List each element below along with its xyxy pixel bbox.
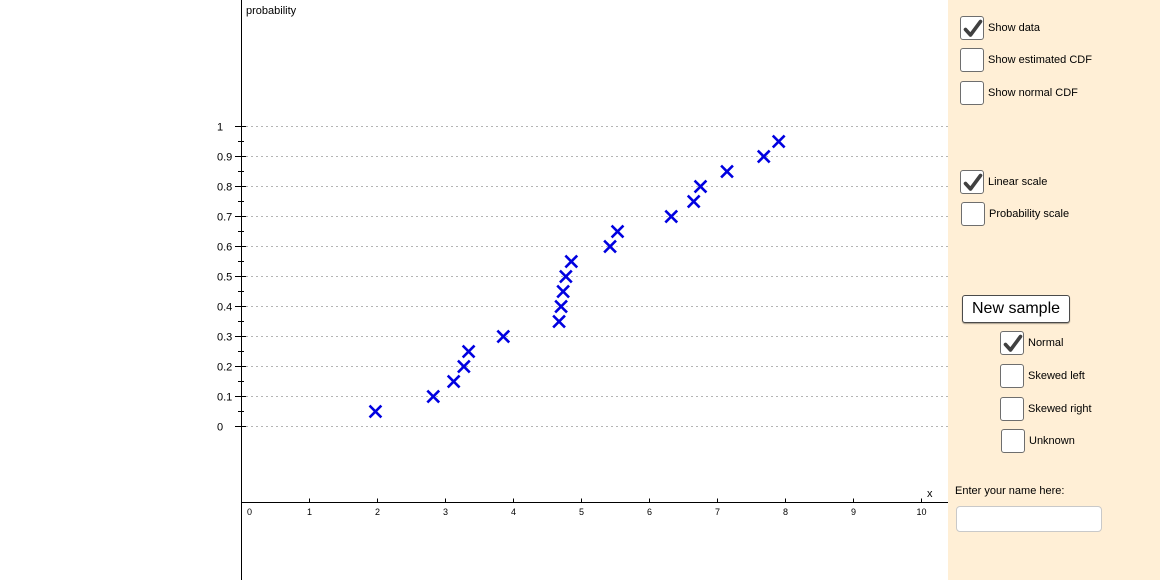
data-point — [368, 404, 383, 419]
x-tick-label: 2 — [375, 507, 380, 517]
data-point — [426, 389, 441, 404]
y-tick-label: 0.7 — [217, 212, 232, 224]
y-tick-label: 0.6 — [217, 242, 232, 254]
y-tick-label: 0.1 — [217, 392, 232, 404]
x-tick-label: 0 — [247, 507, 252, 517]
normal-label: Normal — [1028, 337, 1064, 349]
data-point — [552, 314, 566, 329]
skewed-left-row[interactable]: Skewed left — [1000, 364, 1085, 388]
y-tick-label: 0.4 — [217, 302, 232, 314]
data-point — [559, 269, 573, 284]
x-tick-label: 5 — [579, 507, 584, 517]
data-point — [457, 359, 471, 374]
linear-scale-label: Linear scale — [988, 176, 1048, 188]
y-tick-label: 0.8 — [217, 182, 232, 194]
checkmark-icon — [963, 173, 983, 191]
show-estimated-cdf-label: Show estimated CDF — [988, 54, 1092, 66]
data-point — [610, 224, 625, 239]
unknown-label: Unknown — [1029, 435, 1075, 447]
show-data-row[interactable]: Show data — [960, 16, 1040, 40]
data-point — [693, 179, 708, 194]
data-point — [556, 284, 570, 299]
graph-view[interactable]: 0 0.1 0.2 0.3 0.4 0.5 0.6 0.7 0.8 0.9 1 0 1 2 3 4 5 6 7 8 9 1… — [0, 0, 948, 580]
data-point — [461, 344, 476, 359]
data-point — [686, 194, 701, 209]
linear-scale-row[interactable]: Linear scale — [960, 170, 1047, 194]
data-point — [720, 164, 734, 179]
y-tick-label: 0.3 — [217, 332, 232, 344]
control-panel: Show data Show estimated CDF Show normal… — [948, 0, 1160, 580]
new-sample-button[interactable]: New sample — [962, 295, 1070, 323]
skewed-left-label: Skewed left — [1028, 370, 1085, 382]
show-normal-cdf-checkbox[interactable] — [960, 81, 984, 105]
x-tick-label: 6 — [647, 507, 652, 517]
x-tick-label: 4 — [511, 507, 516, 517]
data-point — [496, 329, 511, 344]
probability-scale-checkbox[interactable] — [961, 202, 985, 226]
linear-scale-checkbox[interactable] — [960, 170, 984, 194]
checkmark-icon — [1003, 334, 1023, 352]
show-data-label: Show data — [988, 22, 1040, 34]
data-point — [603, 239, 617, 254]
show-estimated-cdf-checkbox[interactable] — [960, 48, 984, 72]
unknown-checkbox[interactable] — [1001, 429, 1025, 453]
x-tick-label: 3 — [443, 507, 448, 517]
y-tick-label: 0.2 — [217, 362, 232, 374]
data-point — [446, 374, 461, 389]
show-normal-cdf-label: Show normal CDF — [988, 87, 1078, 99]
data-point — [771, 134, 786, 149]
show-estimated-cdf-row[interactable]: Show estimated CDF — [960, 48, 1092, 72]
y-tick-label: 0 — [217, 422, 223, 434]
x-axis-title: x — [927, 488, 933, 500]
data-point — [564, 254, 579, 269]
data-point — [554, 299, 568, 314]
x-tick-label: 8 — [783, 507, 788, 517]
normal-row[interactable]: Normal — [1000, 331, 1063, 355]
y-tick-label: 0.5 — [217, 272, 232, 284]
show-normal-cdf-row[interactable]: Show normal CDF — [960, 81, 1078, 105]
skewed-right-checkbox[interactable] — [1000, 397, 1024, 421]
y-tick-label: 1 — [217, 122, 223, 134]
y-tick-label: 0.9 — [217, 152, 232, 164]
scatter-plot[interactable]: 00.10.20.30.40.50.60.70.80.910 1 2 3 4 5 6 7 8 9 1… — [0, 0, 948, 580]
probability-scale-row[interactable]: Probability scale — [961, 202, 1069, 226]
x-tick-label: 10 — [916, 507, 926, 517]
skewed-right-label: Skewed right — [1028, 403, 1092, 415]
x-tick-label: 7 — [715, 507, 720, 517]
checkmark-icon — [963, 19, 983, 37]
name-input[interactable] — [956, 506, 1102, 532]
skewed-left-checkbox[interactable] — [1000, 364, 1024, 388]
data-point — [756, 149, 771, 164]
normal-checkbox[interactable] — [1000, 331, 1024, 355]
x-tick-label: 9 — [851, 507, 856, 517]
x-tick-label: 1 — [307, 507, 312, 517]
unknown-row[interactable]: Unknown — [1001, 429, 1075, 453]
probability-scale-label: Probability scale — [989, 208, 1070, 220]
y-axis-title: probability — [246, 5, 297, 17]
show-data-checkbox[interactable] — [960, 16, 984, 40]
skewed-right-row[interactable]: Skewed right — [1000, 397, 1092, 421]
data-point — [664, 209, 679, 224]
name-prompt: Enter your name here: — [955, 485, 1065, 497]
